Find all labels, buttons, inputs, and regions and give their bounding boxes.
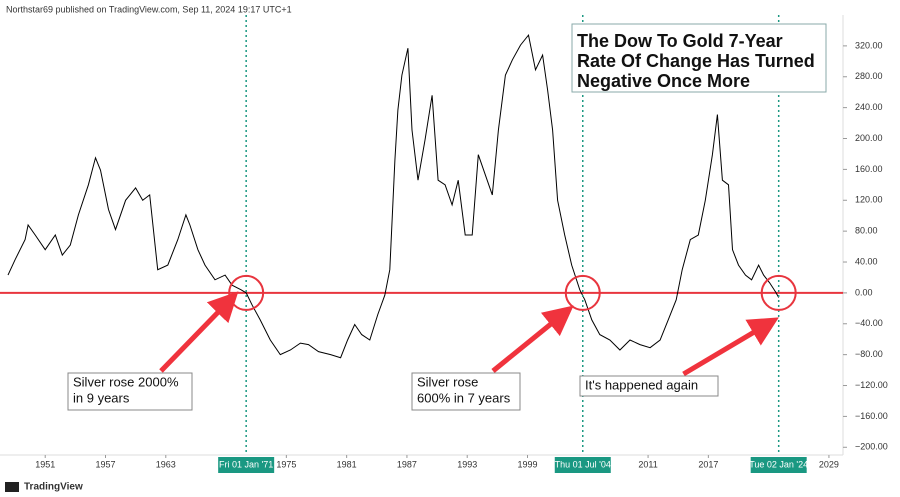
x-tick-label: 2011 (638, 459, 657, 469)
x-tick-label: 1987 (397, 459, 417, 469)
x-tick-label: 1957 (95, 459, 115, 469)
highlight-circle (760, 274, 797, 311)
x-tick-label: 1963 (156, 459, 176, 469)
y-tick-label: 160.00 (855, 164, 883, 174)
y-tick-label: 280.00 (855, 71, 883, 81)
x-tick-label: 1999 (517, 459, 537, 469)
y-tick-label: 120.00 (855, 195, 883, 205)
logo (5, 482, 19, 492)
header: Northstar69 published on TradingView.com… (6, 4, 292, 14)
arrow (491, 305, 574, 373)
annotation: 600% in 7 years (417, 390, 511, 405)
annotation-box (579, 375, 719, 397)
x-tick-label: 1975 (276, 459, 296, 469)
y-tick-label: −200.00 (855, 442, 888, 452)
arrow (159, 291, 239, 373)
marker-label: Thu 01 Jul '04 (555, 459, 611, 469)
annotation-box (411, 372, 521, 411)
y-tick-label: 40.00 (855, 256, 878, 266)
y-tick-label: 240.00 (855, 102, 883, 112)
arrow (682, 317, 779, 377)
y-tick-label: 0.00 (855, 287, 873, 297)
y-tick-label: 80.00 (855, 226, 878, 236)
footer: TradingView (24, 482, 83, 493)
y-tick-label: 320.00 (855, 40, 883, 50)
y-tick-label: −120.00 (855, 380, 888, 390)
annotation: Silver rose 2000% (73, 374, 179, 389)
chart-title: Negative Once More (577, 71, 750, 91)
chart-title: Rate Of Change Has Turned (577, 51, 815, 71)
annotation: in 9 years (73, 390, 130, 405)
y-tick-label: 200.00 (855, 133, 883, 143)
x-tick-label: 2029 (819, 459, 839, 469)
marker-label: Tue 02 Jan '24 (749, 459, 808, 469)
highlight-circle (564, 274, 601, 311)
data-line (7, 33, 780, 359)
marker-label-bg (750, 457, 807, 473)
x-tick-label: 1951 (35, 459, 55, 469)
marker-label-bg (554, 457, 611, 473)
x-tick-label: 1981 (337, 459, 357, 469)
y-tick-label: −40.00 (855, 318, 883, 328)
marker-label-bg (218, 457, 275, 473)
annotation-box (67, 372, 193, 411)
x-tick-label: 1993 (457, 459, 477, 469)
title-box (571, 23, 827, 93)
chart-title: The Dow To Gold 7-Year (577, 31, 783, 51)
annotation: It's happened again (585, 377, 698, 392)
x-tick-label: 2017 (698, 459, 718, 469)
annotation: Silver rose (417, 374, 478, 389)
y-tick-label: −160.00 (855, 411, 888, 421)
y-tick-label: −80.00 (855, 349, 883, 359)
marker-label: Fri 01 Jan '71 (219, 459, 273, 469)
